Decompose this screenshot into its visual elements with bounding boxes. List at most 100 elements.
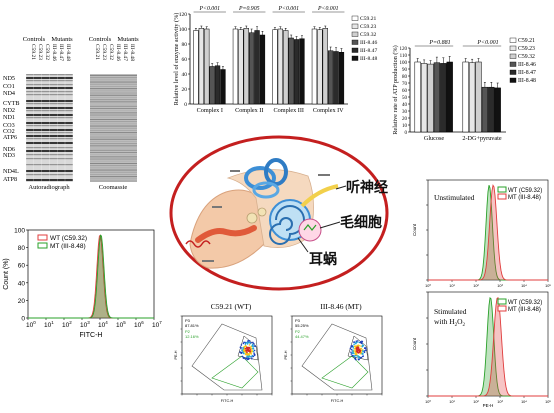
cell-event xyxy=(362,350,365,352)
cell-event xyxy=(352,350,354,352)
coomassie-band xyxy=(90,75,137,76)
gate-value: 44.47% xyxy=(295,334,309,339)
x-tick-label: 101 xyxy=(44,320,54,329)
cell-event xyxy=(240,344,243,346)
y-axis-label: Relative rate of ATP production (%) xyxy=(392,45,399,134)
cell-event xyxy=(242,342,245,345)
legend-swatch xyxy=(351,47,359,53)
cell-event xyxy=(246,358,248,361)
y-tick-label: 120 xyxy=(400,47,408,52)
gel-lane-label: III-8.48 xyxy=(65,44,71,61)
cell-event xyxy=(252,345,254,348)
cell-event xyxy=(358,341,360,344)
cell-event xyxy=(358,358,360,361)
coomassie-band xyxy=(90,160,137,162)
cell-event xyxy=(357,357,360,359)
legend-label: C59.23 xyxy=(360,24,377,30)
coomassie-band xyxy=(90,158,137,160)
coomassie-band xyxy=(90,90,137,92)
histogram-fill xyxy=(428,185,548,280)
category-label: Complex IV xyxy=(313,107,344,114)
cell-event xyxy=(249,356,252,358)
legend-swatch xyxy=(351,23,359,29)
cell-event xyxy=(357,347,360,350)
cell-event xyxy=(250,346,252,348)
bar xyxy=(293,39,300,105)
bar xyxy=(204,28,210,105)
cell-event xyxy=(250,347,253,350)
coomassie-band xyxy=(90,94,137,96)
coomassie-band xyxy=(90,123,137,125)
bar xyxy=(288,37,294,105)
x-tick-label: 103 xyxy=(80,320,90,329)
cell-event xyxy=(251,343,254,346)
bar xyxy=(446,61,453,133)
cell-event xyxy=(354,345,356,347)
y-tick-label: 40 xyxy=(18,280,26,287)
category-label: Complex III xyxy=(274,107,304,114)
bar xyxy=(283,30,289,105)
y-axis-label: PE-H xyxy=(174,350,178,359)
cell-event xyxy=(360,347,363,350)
y-tick-label: 20 xyxy=(402,117,408,122)
gel-lane-label: C59.32 xyxy=(44,44,50,60)
cell-event xyxy=(252,341,254,344)
gel-lane-label: C59.21 xyxy=(94,44,100,60)
y-tick-label: 50 xyxy=(402,96,408,101)
legend-swatch xyxy=(509,77,517,83)
legend-swatch xyxy=(509,61,517,67)
gate-p2 xyxy=(211,355,259,389)
y-tick-label: 40 xyxy=(402,103,408,108)
bar xyxy=(414,61,421,133)
x-tick-label: 106 xyxy=(134,320,144,329)
label-cochlea: 耳蜗 xyxy=(309,252,337,268)
category-label: Glucose xyxy=(424,135,445,142)
condition-label-h2o2: with H2O2 xyxy=(434,317,466,328)
coomassie-band xyxy=(90,171,137,173)
coomassie-band xyxy=(90,86,137,87)
bar xyxy=(462,61,469,133)
legend-label: III-8.46 xyxy=(518,62,536,68)
legend-swatch xyxy=(497,193,507,200)
bar xyxy=(232,28,239,105)
bar xyxy=(299,38,305,105)
cell-event xyxy=(239,346,242,348)
gel-lane-label: III-8.47 xyxy=(122,44,128,61)
category-label: Complex I xyxy=(197,107,223,114)
gate-p1 xyxy=(301,323,373,391)
x-tick-label: 10¹ xyxy=(449,284,455,288)
coomassie-band xyxy=(90,132,137,134)
coomassie-band xyxy=(90,101,137,103)
enzyme-chart-panel: 0 20 40 60 80 100 120 Relative level of enzyme … xyxy=(170,2,382,147)
cell-event xyxy=(354,351,357,354)
coomassie-band xyxy=(90,125,137,127)
semicircular-canal-1 xyxy=(244,166,276,190)
y-tick-label: 100 xyxy=(179,27,188,33)
y-tick-label: 60 xyxy=(182,57,188,63)
y-tick-label: 0 xyxy=(184,102,187,108)
legend-label: MT (III-8.48) xyxy=(508,195,541,201)
coomassie-band xyxy=(90,103,137,105)
y-tick-label: 90 xyxy=(402,68,408,73)
cell-event xyxy=(246,351,248,354)
cell-event xyxy=(359,351,361,353)
coomassie-band xyxy=(90,141,137,142)
x-tick-label: 10² xyxy=(473,284,479,288)
cell-event xyxy=(253,353,256,356)
cell-event xyxy=(243,349,246,352)
coomassie-band xyxy=(90,119,137,120)
gel-band-label: ND4 xyxy=(3,90,15,97)
y-tick-label: 60 xyxy=(18,263,26,270)
coomassie-band xyxy=(90,110,137,112)
bar xyxy=(494,87,501,133)
coomassie-band xyxy=(90,156,137,158)
y-tick-label: 10 xyxy=(402,124,408,129)
gel-lane-label: III-8.46 xyxy=(51,44,57,61)
y-axis-label: Count xyxy=(412,223,417,236)
cell-event xyxy=(349,347,352,350)
x-tick-label: 100 xyxy=(26,320,36,329)
condition-label-stimulated: Stimulated xyxy=(434,307,467,316)
histogram-fill xyxy=(428,297,548,396)
